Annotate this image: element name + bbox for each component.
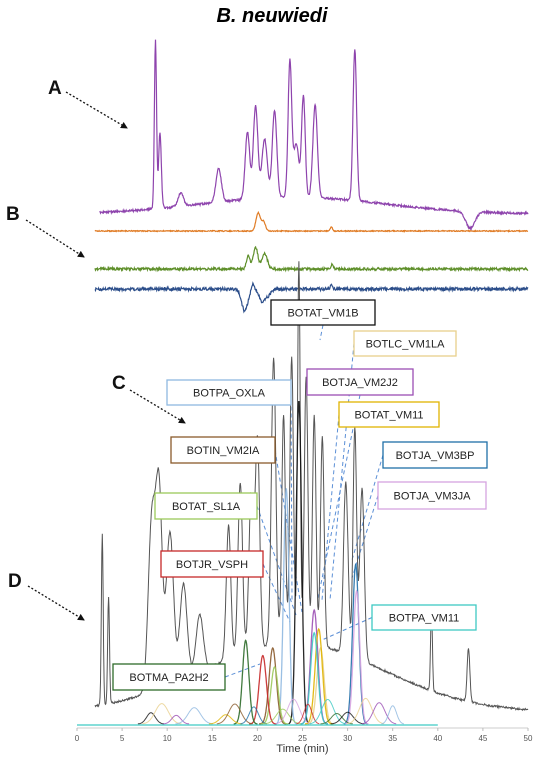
toxin-label-text: BOTJR_VSPH (176, 559, 248, 571)
trace-b-3 (94, 281, 529, 314)
toxin-label-text: BOTJA_VM2J2 (322, 377, 398, 389)
leader-line-botpa_oxla (290, 392, 293, 601)
x-tick-label: 35 (388, 734, 397, 743)
x-tick-label: 10 (163, 734, 172, 743)
toxin-peak-botlc_vm1la (306, 647, 335, 725)
toxin-bump (320, 713, 353, 725)
toxin-bump (275, 698, 312, 725)
toxin-label-botja_vm3ja: BOTJA_VM3JA (377, 481, 487, 510)
toxin-bump (142, 703, 182, 725)
panel-b-arrow (25, 219, 85, 258)
toxin-label-botjr_vsph: BOTJR_VSPH (160, 550, 264, 578)
toxin-label-botat_sl1a: BOTAT_SL1A (154, 492, 258, 520)
toxin-bump (264, 708, 301, 725)
toxin-label-box (338, 401, 440, 428)
x-tick-label: 0 (75, 734, 80, 743)
toxin-label-botja_vm2j2: BOTJA_VM2J2 (306, 368, 414, 396)
x-axis: 0 5 10 15 20 25 30 35 40 45 50 Time (min) (75, 727, 533, 755)
panel-letter-d: D (8, 571, 22, 592)
toxin-label-text: BOTAT_VM1B (287, 308, 358, 320)
toxin-label-botpa_oxla: BOTPA_OXLA (166, 379, 292, 406)
panel-label-C: C (112, 373, 186, 424)
toxin-label-text: BOTAT_VM11 (354, 410, 423, 422)
trace-b-1 (94, 210, 529, 233)
toxin-peaks (77, 401, 438, 726)
panel-label-A: A (48, 78, 128, 129)
toxin-bump (137, 712, 165, 725)
toxin-label-text: BOTJA_VM3BP (396, 450, 475, 462)
toxin-label-botma_pa2h2: BOTMA_PA2H2 (112, 663, 226, 691)
toxin-label-box (170, 436, 276, 464)
toxin-label-box (382, 441, 488, 469)
toxin-label-text: BOTIN_VM2IA (187, 445, 260, 457)
panel-a-arrow (65, 91, 128, 129)
toxin-label-text: BOTPA_VM11 (389, 613, 460, 625)
toxin-label-box (154, 492, 258, 520)
toxin-label-box (270, 299, 376, 326)
panel-letter-b: B (6, 204, 20, 225)
toxin-label-box (160, 550, 264, 578)
toxin-labels: BOTAT_VM1B BOTLC_VM1LA BOTJA_VM2J2 BOTPA_OX… (112, 299, 488, 691)
panel-label-D: D (8, 571, 85, 621)
panel-letter-c: C (112, 373, 126, 394)
toxin-label-box (353, 330, 457, 357)
x-tick-label: 5 (120, 734, 125, 743)
x-tick-label: 25 (298, 734, 307, 743)
toxin-label-text: BOTJA_VM3JA (393, 491, 471, 503)
leader-line-botat_vm1b (319, 324, 324, 341)
toxin-label-box (112, 663, 226, 691)
x-tick-label: 40 (433, 734, 442, 743)
toxin-label-botin_vm2ia: BOTIN_VM2IA (170, 436, 276, 464)
toxin-peak-botat_vm1b (288, 401, 310, 725)
x-tick-label: 45 (478, 734, 487, 743)
toxin-bump (175, 707, 213, 725)
toxin-peak-botjr_vsph (249, 654, 277, 725)
toxin-label-box (377, 481, 487, 510)
toxin-bump (216, 703, 253, 725)
toxin-label-botja_vm3bp: BOTJA_VM3BP (382, 441, 488, 469)
trace-b-2 (94, 245, 529, 273)
figure-title: B. neuwiedi (216, 5, 328, 27)
toxin-label-text: BOTAT_SL1A (172, 501, 241, 513)
toxin-bump (381, 705, 405, 725)
toxin-label-botlc_vm1la: BOTLC_VM1LA (353, 330, 457, 357)
panel-c-arrow (129, 389, 186, 424)
toxin-bump (330, 711, 365, 725)
toxin-label-box (371, 604, 477, 631)
leader-line-botma_pa2h2 (224, 663, 261, 678)
toxin-bump (361, 702, 397, 725)
x-axis-title: Time (min) (276, 743, 328, 755)
leader-line-botin_vm2ia (274, 449, 303, 613)
leader-line-botjr_vsph (262, 563, 291, 623)
toxin-label-text: BOTLC_VM1LA (366, 339, 446, 351)
toxin-label-botat_vm11: BOTAT_VM11 (338, 401, 440, 428)
toxin-peak-botat_sl1a (260, 666, 289, 725)
toxin-bump (347, 697, 385, 725)
panel-letter-a: A (48, 78, 62, 99)
leader-line-botat_sl1a (256, 505, 297, 616)
toxin-label-text: BOTPA_OXLA (193, 388, 266, 400)
leader-line-botpa_vm11 (321, 617, 373, 641)
toxin-label-box (306, 368, 414, 396)
panel-d-arrow (27, 585, 85, 621)
toxin-peak-botat_vm11 (305, 627, 333, 725)
x-tick-label: 50 (524, 734, 533, 743)
x-tick-label: 15 (208, 734, 217, 743)
toxin-peak-botma_pa2h2 (233, 639, 258, 725)
toxin-bump (240, 706, 268, 725)
toxin-bump (209, 714, 243, 725)
panel-label-B: B (6, 204, 85, 258)
toxin-label-botpa_vm11: BOTPA_VM11 (371, 604, 477, 631)
toxin-label-box (166, 379, 292, 406)
leader-line-botja_vm3ja (351, 495, 379, 579)
x-tick-label: 20 (253, 734, 262, 743)
toxin-label-botat_vm1b: BOTAT_VM1B (270, 299, 376, 326)
toxin-bump (162, 714, 190, 725)
toxin-peak-botja_vm3ja (344, 589, 369, 725)
toxin-label-text: BOTMA_PA2H2 (129, 672, 208, 684)
trace-a-0 (99, 39, 529, 232)
x-tick-label: 30 (343, 734, 352, 743)
